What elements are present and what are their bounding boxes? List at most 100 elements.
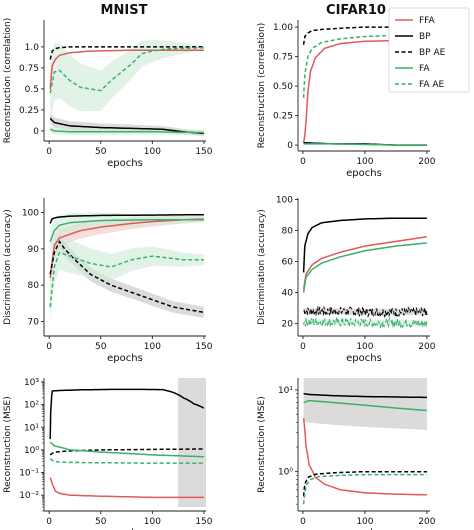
line-bp-ae — [49, 46, 204, 60]
y-tick-label: 10² — [24, 401, 39, 411]
legend-label-bp: BP — [419, 32, 431, 42]
y-tick-label: 10⁰ — [24, 446, 39, 456]
line-fa — [49, 219, 204, 242]
x-tick-label: 200 — [418, 342, 435, 352]
line-fa — [302, 242, 427, 293]
x-tick-label: 150 — [195, 147, 212, 157]
y-tick-label: 80 — [282, 227, 294, 237]
y-tick-label: 10³ — [24, 378, 39, 388]
col-title-cifar: CIFAR10 — [326, 3, 386, 18]
x-tick-label: 200 — [418, 157, 435, 167]
line-bp-ae — [49, 240, 205, 314]
panel-cifar-mse: 0 100 200 10⁰ 10¹ epochs Reconstruction (MSE) — [257, 378, 436, 530]
y-tick-label: 40 — [282, 289, 294, 299]
panels: 0 50 100 150 0 0.25 0.5 0.75 1.0 epochs Reconstruc… — [3, 18, 436, 530]
band-bp-log — [178, 378, 206, 508]
y-axis-label: Reconstruction (MSE) — [3, 396, 13, 492]
x-axis-label: epochs — [346, 528, 382, 530]
band-bp — [303, 378, 427, 430]
y-tick-label: 1.00 — [273, 23, 293, 33]
x-tick-label: 0 — [46, 517, 52, 527]
line-fa — [49, 441, 204, 458]
line-fa — [303, 399, 427, 412]
y-axis-label: Reconstruction (MSE) — [257, 396, 267, 492]
x-axis-label: epochs — [346, 353, 382, 364]
plot-area — [49, 40, 204, 136]
line-fa-ae — [302, 34, 427, 98]
x-axis-label: epochs — [107, 353, 143, 364]
y-tick-label: 0.75 — [19, 64, 39, 74]
y-tick-label: 0.25 — [273, 112, 293, 122]
panel-mnist-mse: 0 50 100 150 10⁻² 10⁻¹ 10⁰ 10¹ 10² 10³ epochs Recon… — [3, 378, 213, 530]
y-tick-label: 10¹ — [278, 386, 293, 396]
line-bp-ae — [303, 306, 428, 319]
band-fa — [50, 212, 204, 253]
band-fa — [50, 125, 204, 136]
line-bp — [302, 217, 427, 273]
y-tick-label: 0.75 — [273, 53, 293, 63]
band-fa-ae — [50, 40, 204, 123]
line-bp-ae — [302, 470, 427, 497]
x-tick-label: 150 — [195, 517, 212, 527]
x-tick-label: 0 — [300, 342, 306, 352]
line-fa-ae — [49, 458, 204, 464]
x-tick-label: 100 — [144, 147, 161, 157]
y-tick-label: 0.50 — [273, 82, 293, 92]
x-tick-label: 0 — [300, 517, 306, 527]
y-tick-label: 70 — [28, 317, 40, 327]
x-tick-label: 100 — [356, 342, 373, 352]
y-tick-label: 0 — [287, 141, 293, 151]
y-tick-label: 100 — [22, 209, 39, 219]
x-tick-label: 0 — [46, 147, 52, 157]
y-tick-label: 20 — [282, 320, 294, 330]
y-axis-label: Discrimination (accuracy) — [257, 209, 267, 324]
y-tick-label: 0 — [33, 127, 39, 137]
plot-area — [49, 378, 206, 508]
x-tick-label: 200 — [418, 517, 435, 527]
line-ffa — [302, 418, 427, 496]
line-fa-ae — [49, 251, 204, 307]
y-tick-label: 0.25 — [19, 106, 39, 116]
plot-area — [302, 378, 427, 505]
line-ffa — [49, 49, 204, 89]
x-tick-label: 50 — [95, 147, 107, 157]
legend-box — [388, 7, 470, 93]
x-tick-label: 100 — [144, 517, 161, 527]
x-tick-label: 0 — [46, 342, 52, 352]
x-axis-label: epochs — [346, 168, 382, 179]
y-tick-label: 60 — [282, 258, 294, 268]
y-tick-label: 90 — [28, 245, 40, 255]
x-tick-label: 100 — [356, 517, 373, 527]
legend-label-fa: FA — [419, 64, 430, 74]
x-tick-label: 50 — [95, 517, 107, 527]
y-axis-label: Reconstruction (correlation) — [257, 23, 267, 149]
line-fa-ae — [303, 316, 428, 329]
line-fa-ae — [302, 473, 427, 505]
line-ffa — [49, 477, 204, 499]
y-tick-label: 0.5 — [25, 85, 39, 95]
line-fa-ae — [49, 46, 204, 94]
x-tick-label: 50 — [95, 342, 107, 352]
legend-label-fa-ae: FA AE — [419, 80, 445, 90]
line-bp — [49, 388, 205, 440]
y-axis-label: Discrimination (accuracy) — [3, 209, 13, 324]
plot-area — [49, 212, 205, 326]
col-title-mnist: MNIST — [101, 3, 148, 18]
line-ffa — [302, 236, 427, 290]
x-tick-label: 0 — [300, 157, 306, 167]
x-tick-label: 100 — [144, 342, 161, 352]
y-axis-label: Reconstruction (correlation) — [3, 18, 13, 144]
line-bp — [49, 117, 204, 135]
legend-label-ffa: FFA — [419, 16, 436, 26]
line-fa — [49, 128, 204, 134]
band-ffa — [50, 216, 204, 287]
y-tick-label: 10⁻² — [19, 491, 39, 501]
legend: FFA BP BP AE FA FA AE — [388, 7, 470, 93]
legend-label-bp-ae: BP AE — [419, 48, 446, 58]
x-axis-label: epochs — [107, 528, 143, 530]
y-tick-label: 100 — [276, 196, 293, 206]
line-bp — [303, 392, 427, 399]
